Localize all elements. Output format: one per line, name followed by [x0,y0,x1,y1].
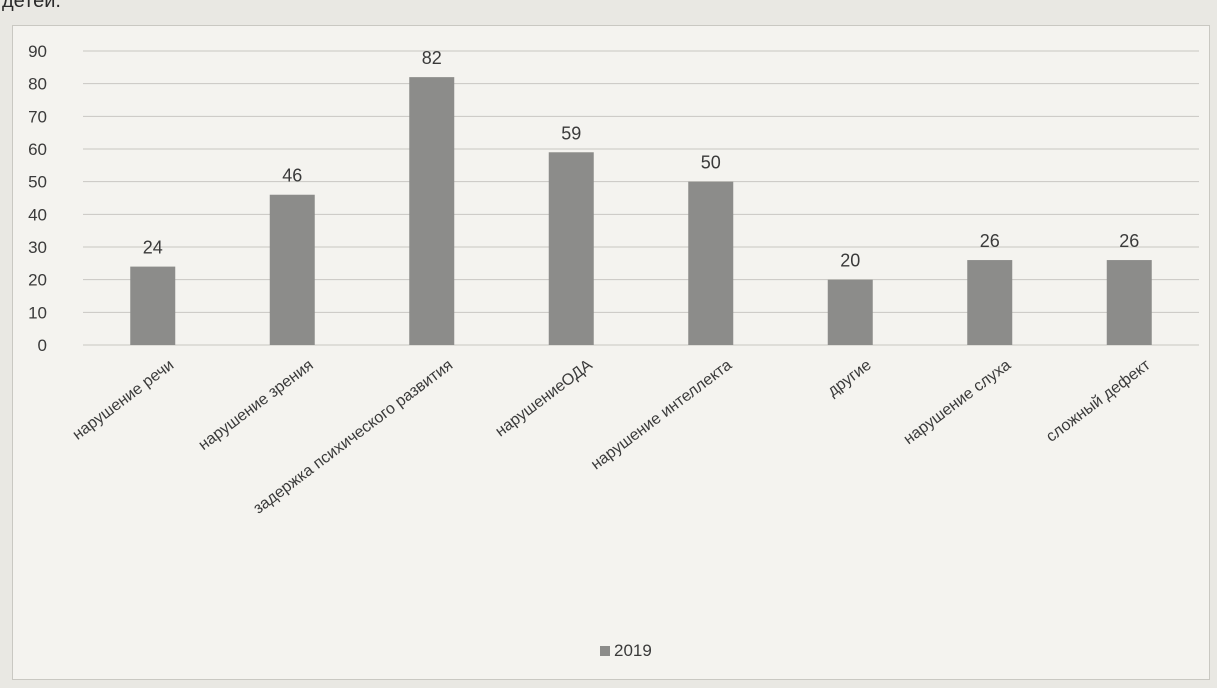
data-label: 20 [840,251,860,271]
y-tick-label: 30 [28,238,47,257]
bar [269,194,315,345]
x-tick-label: нарушение интеллекта [588,357,735,474]
x-tick-label: нарушение слуха [901,357,1015,448]
bar-chart: 0 10 20 30 40 50 60 70 80 90 24 46 82 59 50 20 26 26 нар… [28,42,1199,660]
bar [548,152,594,345]
bar [688,181,734,345]
bar [409,77,455,345]
bars [130,77,1152,345]
y-tick-label: 20 [28,271,47,290]
y-tick-label: 40 [28,205,47,224]
y-tick-label: 90 [28,42,47,61]
bar [967,260,1013,345]
x-tick-label: нарушениеОДА [492,356,596,440]
page-text-fragment: детей. [2,0,61,12]
x-tick-label: сложный дефект [1043,356,1154,445]
data-labels: 24 46 82 59 50 20 26 26 [143,48,1140,271]
bar [1106,260,1152,345]
x-tick-label: нарушение зрения [196,357,317,454]
data-label: 46 [282,166,302,186]
chart-frame: 0 10 20 30 40 50 60 70 80 90 24 46 82 59 50 20 26 26 нар… [12,25,1210,680]
y-tick-label: 70 [28,107,47,126]
y-axis-ticks: 0 10 20 30 40 50 60 70 80 90 [28,42,47,355]
y-tick-label: 50 [28,173,47,192]
gridlines [83,50,1199,346]
bar [827,279,873,345]
data-label: 59 [561,123,581,143]
data-label: 24 [143,238,163,258]
y-tick-label: 10 [28,303,47,322]
data-label: 50 [701,153,721,173]
y-tick-label: 60 [28,140,47,159]
y-tick-label: 80 [28,75,47,94]
data-label: 26 [1119,231,1139,251]
bar [130,266,176,345]
data-label: 26 [980,231,1000,251]
legend-label: 2019 [614,641,652,660]
legend-swatch [600,646,610,656]
x-tick-label: нарушение речи [70,357,178,444]
data-label: 82 [422,48,442,68]
x-tick-label: другие [825,357,875,401]
legend: 2019 [600,641,652,660]
y-tick-label: 0 [38,336,47,355]
